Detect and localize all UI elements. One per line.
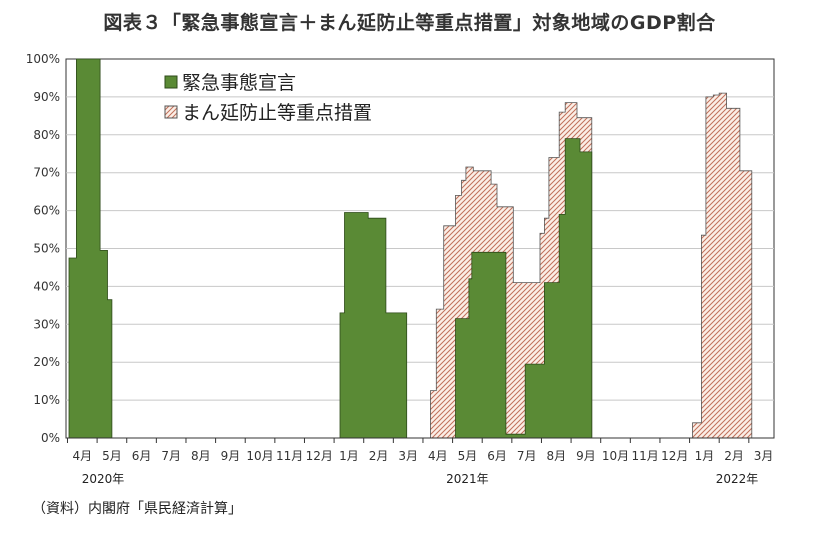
x-tick-label: 7月 xyxy=(517,449,537,463)
chart-title: 図表３「緊急事態宣言＋まん延防止等重点措置」対象地域のGDP割合 xyxy=(103,12,716,34)
x-tick-label: 10月 xyxy=(246,449,273,463)
x-tick-label: 8月 xyxy=(191,449,211,463)
x-tick-label: 11月 xyxy=(631,449,658,463)
x-tick-label: 4月 xyxy=(428,449,448,463)
legend-label-emergency: 緊急事態宣言 xyxy=(182,72,296,94)
y-tick-label: 10% xyxy=(33,393,60,407)
x-tick-label: 12月 xyxy=(661,449,688,463)
x-tick-label: 5月 xyxy=(458,449,478,463)
x-tick-label: 1月 xyxy=(695,449,715,463)
y-tick-label: 90% xyxy=(33,90,60,104)
y-tick-label: 70% xyxy=(33,166,60,180)
y-tick-label: 0% xyxy=(41,431,60,445)
x-tick-label: 3月 xyxy=(754,449,774,463)
x-tick-label: 11月 xyxy=(276,449,303,463)
x-tick-label: 5月 xyxy=(102,449,122,463)
y-tick-label: 50% xyxy=(33,242,60,256)
x-tick-label: 9月 xyxy=(576,449,596,463)
x-tick-label: 2月 xyxy=(724,449,744,463)
y-tick-label: 40% xyxy=(33,279,60,293)
x-tick-label: 12月 xyxy=(306,449,333,463)
x-tick-label: 10月 xyxy=(602,449,629,463)
year-label: 2020年 xyxy=(82,472,125,486)
x-tick-label: 8月 xyxy=(546,449,566,463)
year-label: 2021年 xyxy=(446,472,489,486)
y-tick-label: 30% xyxy=(33,317,60,331)
x-tick-label: 7月 xyxy=(161,449,181,463)
legend: 緊急事態宣言 まん延防止等重点措置 xyxy=(164,72,372,124)
y-tick-label: 100% xyxy=(26,52,60,66)
gridlines xyxy=(66,96,774,401)
x-tick-label: 1月 xyxy=(339,449,359,463)
y-tick-label: 60% xyxy=(33,204,60,218)
x-tick-label: 6月 xyxy=(487,449,507,463)
x-tick-label: 4月 xyxy=(72,449,92,463)
x-tick-label: 2月 xyxy=(369,449,389,463)
x-tick-label: 6月 xyxy=(132,449,152,463)
y-tick-label: 80% xyxy=(33,128,60,142)
legend-label-priority: まん延防止等重点措置 xyxy=(182,102,372,124)
x-tick-label: 9月 xyxy=(221,449,241,463)
axes: 0% 10% 20% 30% 40% 50% 60% 70% 80% 90% 100% 4月 5月 6月 7… xyxy=(26,52,774,486)
legend-swatch-priority xyxy=(164,105,178,119)
source-note: （資料）内閣府「県民経済計算」 xyxy=(32,501,242,517)
legend-swatch-emergency xyxy=(164,75,178,89)
x-tick-label: 3月 xyxy=(398,449,418,463)
year-label: 2022年 xyxy=(716,472,759,486)
y-tick-label: 20% xyxy=(33,355,60,369)
